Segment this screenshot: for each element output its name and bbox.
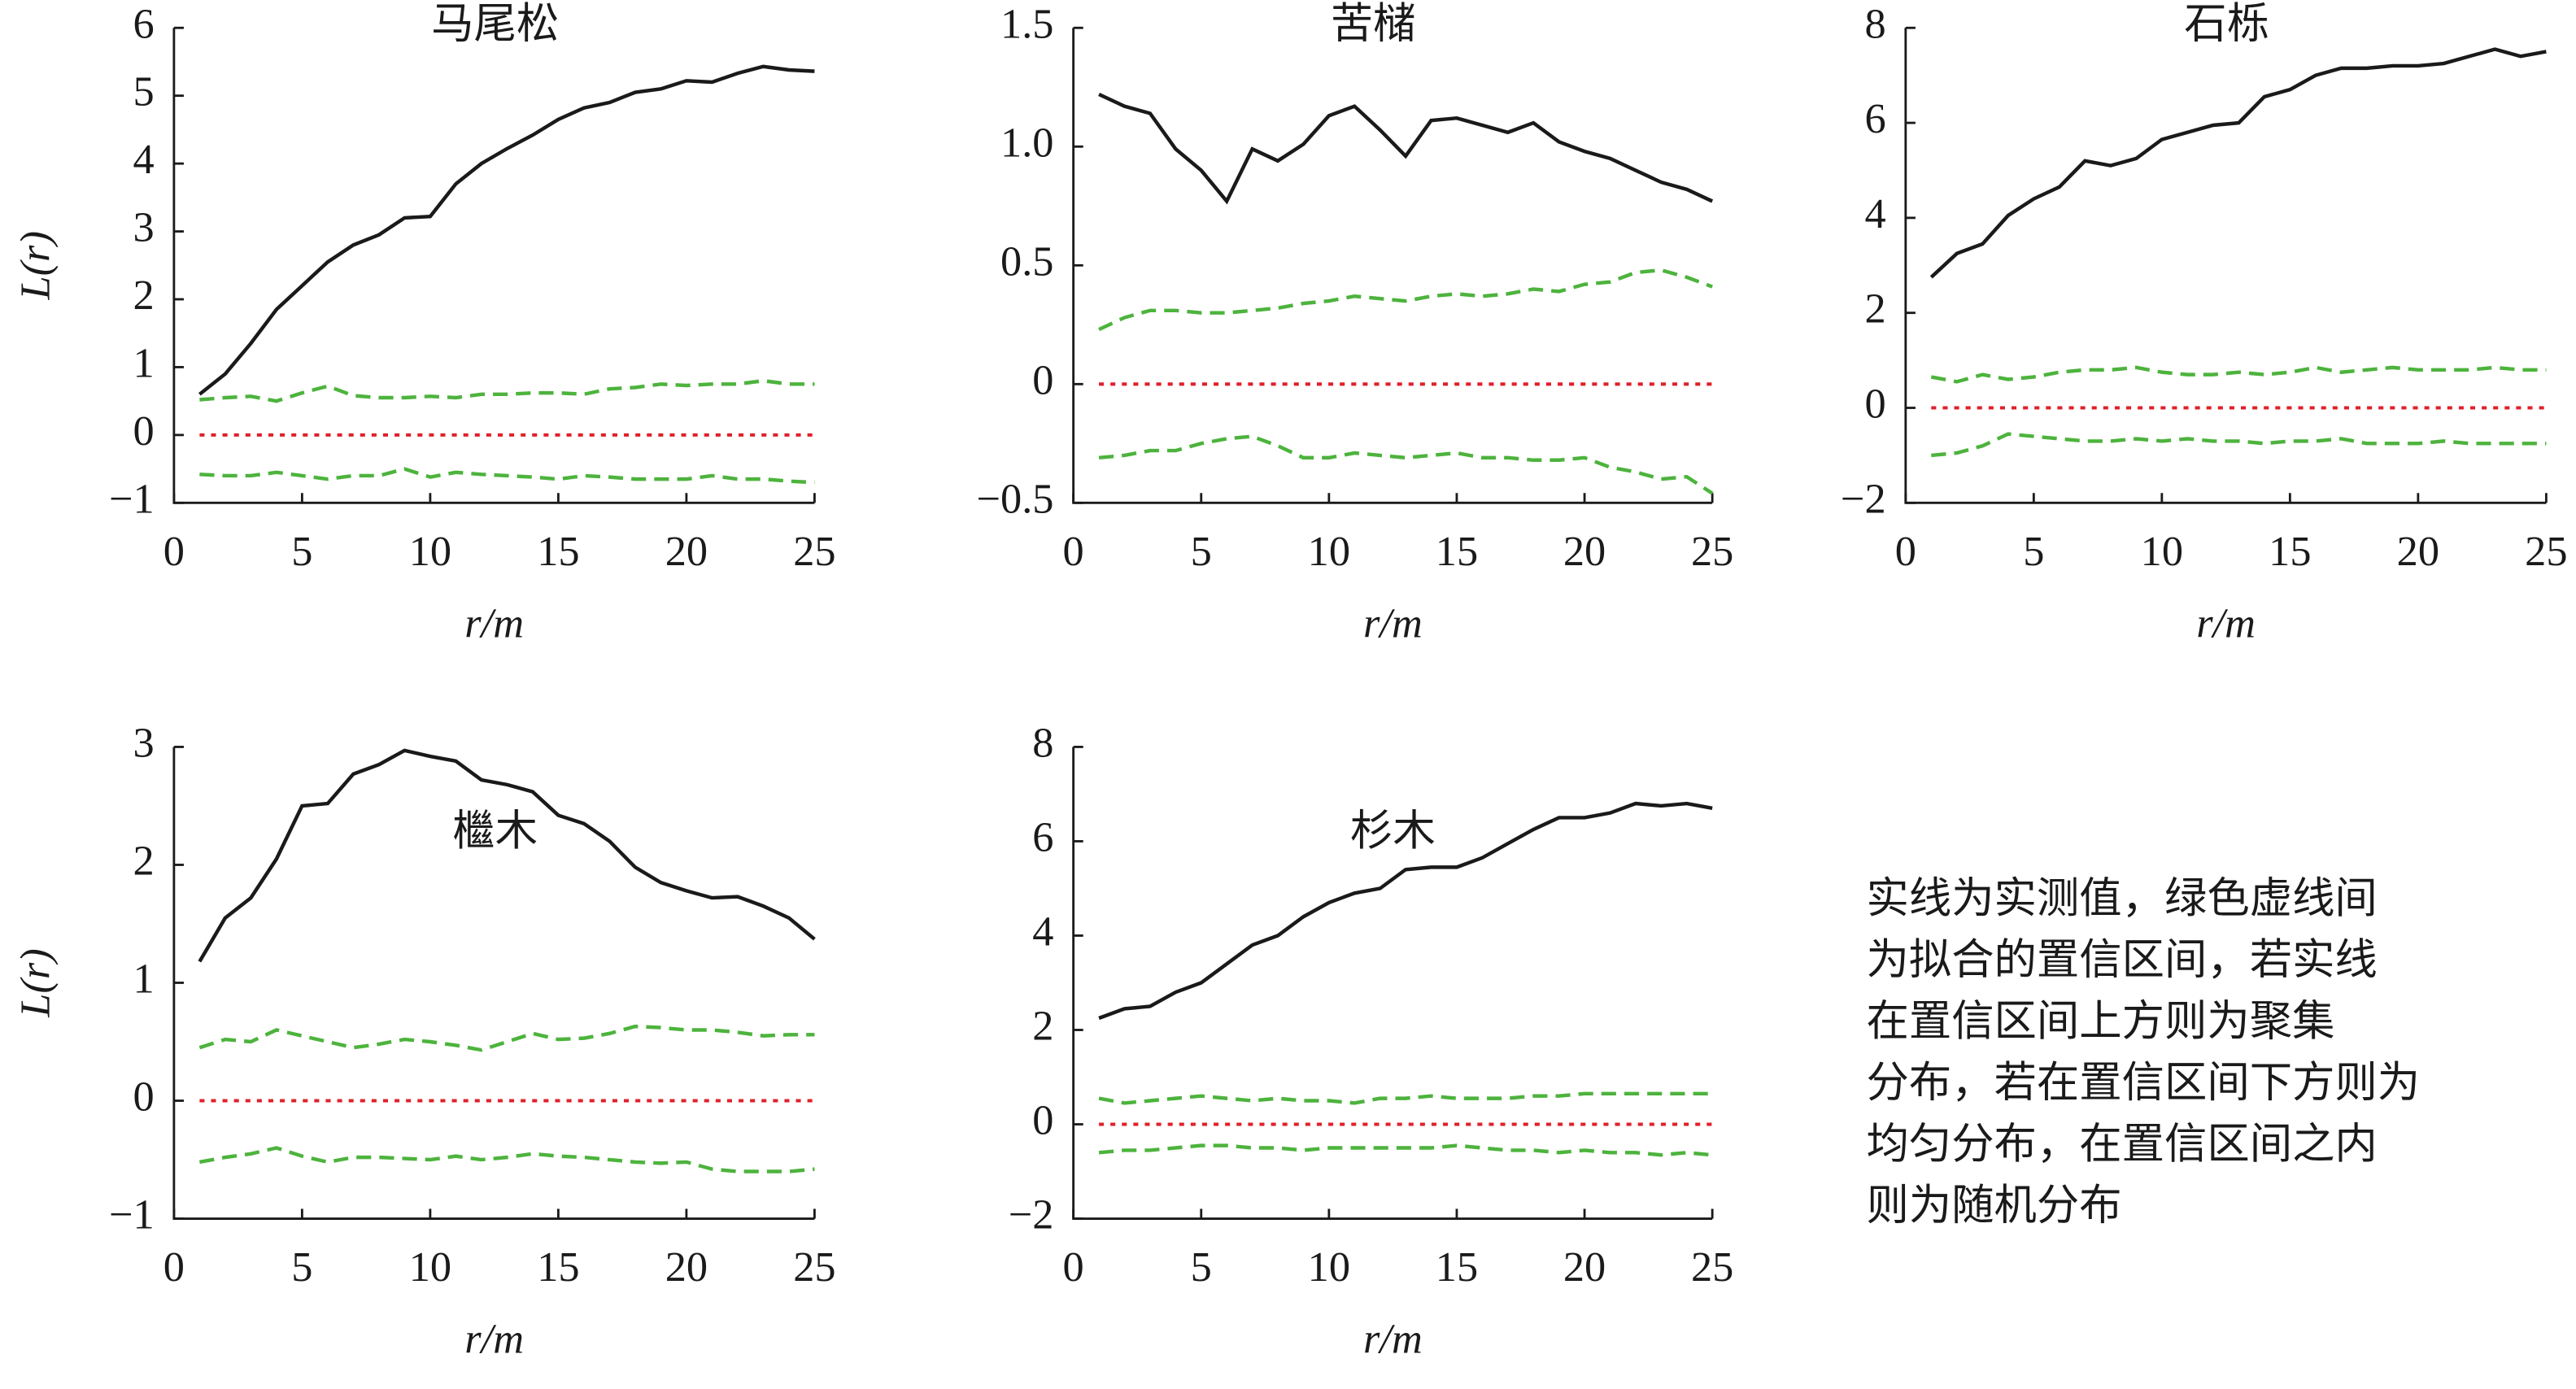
series-line [1931,432,2547,458]
y-tick-label: 6 [133,0,155,47]
x-axis-label: r/m [464,1316,524,1363]
y-tick-label: 5 [133,68,155,115]
x-tick-label: 0 [1063,528,1084,575]
series-line [1929,47,2547,279]
y-tick-label: 8 [1864,0,1885,47]
axis-spine [1072,28,1713,504]
x-tick-label: 25 [1691,528,1733,575]
x-tick-label: 25 [1691,1243,1733,1291]
y-tick-label: 3 [133,204,155,251]
x-tick-label: 5 [1191,528,1212,575]
series-line [1098,1143,1713,1157]
note-line: 在置信区间上方则为聚集 [1866,998,2334,1045]
x-tick-label: 10 [1308,528,1350,575]
y-tick-label: 4 [1864,190,1885,237]
y-tick-label: −1 [109,1191,155,1239]
x-tick-label: 0 [163,528,185,575]
x-tick-label: 15 [537,528,579,575]
y-axis-label: L(r) [12,948,59,1017]
axis-spine [1904,28,2547,504]
note-line: 分布，若在置信区间下方则为 [1866,1059,2420,1106]
y-tick-label: 2 [1032,1003,1053,1050]
chart-title: 檵木 [452,808,538,855]
y-tick-label: 6 [1032,813,1053,860]
y-tick-label: 0 [133,1073,155,1121]
y-tick-label: 2 [133,272,155,319]
y-tick-label: −1 [109,475,155,522]
y-tick-label: 4 [1032,908,1053,955]
x-tick-label: 0 [163,1243,185,1291]
x-tick-label: 10 [1308,1243,1350,1291]
x-tick-label: 25 [793,1243,835,1291]
series-line [1098,801,1713,1021]
note-line: 则为随机分布 [1866,1182,2121,1229]
y-tick-label: 6 [1864,95,1885,142]
chart-title: 苦槠 [1331,0,1416,47]
y-tick-label: 2 [133,837,155,884]
series-line [199,378,815,403]
note-line: 均匀分布，在置信区间之内 [1866,1121,2377,1168]
y-tick-label: 2 [1864,285,1885,333]
y-tick-label: −2 [1841,475,1886,522]
x-tick-label: 15 [537,1243,579,1291]
x-tick-label: 20 [1563,528,1606,575]
x-tick-label: 0 [1895,528,1916,575]
y-tick-label: 1 [133,956,155,1003]
note-line: 为拟合的置信区间，若实线 [1866,936,2377,983]
x-tick-label: 5 [2023,528,2044,575]
x-tick-label: 10 [409,1243,451,1291]
x-tick-label: 5 [291,528,312,575]
series-line [198,1146,815,1173]
chart-title: 石栎 [2184,0,2269,47]
chart-title: 马尾松 [431,0,559,47]
x-tick-label: 10 [409,528,451,575]
x-tick-label: 20 [665,528,708,575]
note-line: 实线为实测值，绿色虚线间 [1866,875,2377,922]
y-tick-label: −0.5 [976,475,1053,522]
series-line [1930,365,2547,384]
series-line [1098,1091,1713,1105]
chart-title: 杉木 [1350,808,1436,855]
series-line [198,748,816,963]
series-line [1098,434,1714,495]
x-tick-label: 5 [291,1243,312,1291]
y-tick-label: 0 [1032,356,1053,403]
x-axis-label: r/m [464,599,524,647]
x-tick-label: 20 [665,1243,708,1291]
series-line [1098,268,1713,332]
y-axis-label: L(r) [12,231,59,300]
x-tick-label: 0 [1063,1243,1084,1291]
y-tick-label: 8 [1032,719,1053,766]
y-tick-label: 4 [133,136,155,183]
y-tick-label: 0.5 [1000,237,1053,285]
x-tick-label: 15 [1436,528,1478,575]
series-line [198,1024,815,1052]
axis-spine [172,28,815,504]
y-tick-label: 1.5 [1000,0,1053,47]
x-tick-label: 25 [793,528,835,575]
series-line [1098,93,1714,205]
series-line [199,467,815,485]
x-tick-label: 5 [1191,1243,1212,1291]
y-tick-label: 0 [1864,381,1885,428]
y-tick-label: 3 [133,719,155,766]
y-tick-label: 0 [133,407,155,455]
x-axis-label: r/m [1363,599,1423,647]
x-axis-label: r/m [1363,1316,1423,1363]
x-tick-label: 25 [2525,528,2567,575]
x-tick-label: 20 [2397,528,2439,575]
x-tick-label: 15 [1436,1243,1478,1291]
y-tick-label: 0 [1032,1097,1053,1144]
x-tick-label: 10 [2141,528,2183,575]
y-tick-label: −2 [1009,1191,1054,1239]
x-axis-label: r/m [2196,599,2256,647]
series-line [198,64,815,396]
y-tick-label: 1.0 [1000,119,1053,166]
x-tick-label: 20 [1563,1243,1606,1291]
y-tick-label: 1 [133,339,155,386]
x-tick-label: 15 [2269,528,2311,575]
